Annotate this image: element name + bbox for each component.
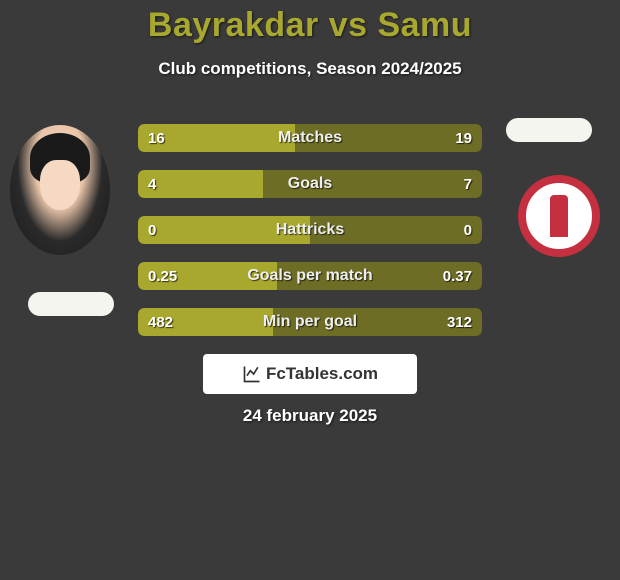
- stat-value-right: 312: [447, 308, 472, 336]
- page-title: Bayrakdar vs Samu: [0, 0, 620, 45]
- player-left-form-pill: [28, 292, 114, 316]
- player-right-form-pill: [506, 118, 592, 142]
- fctables-logo: FcTables.com: [203, 354, 417, 394]
- stat-value-left: 4: [148, 170, 156, 198]
- stats-chart: Matches16 19 Goals4 7 Hattricks0 0 Goals per m…: [138, 124, 482, 354]
- stat-value-right: 0: [464, 216, 472, 244]
- stat-row: Matches16 19: [138, 124, 482, 152]
- stat-value-right: 19: [455, 124, 472, 152]
- stat-value-left: 482: [148, 308, 173, 336]
- stat-row: Goals per match0.25 0.37: [138, 262, 482, 290]
- stat-value-right: 7: [464, 170, 472, 198]
- stat-row: Hattricks0 0: [138, 216, 482, 244]
- stat-value-left: 0.25: [148, 262, 177, 290]
- stat-row: Goals4 7: [138, 170, 482, 198]
- date-text: 24 february 2025: [0, 406, 620, 426]
- player-left-avatar: [10, 125, 110, 255]
- fctables-text: FcTables.com: [266, 364, 378, 384]
- stat-value-right: 0.37: [443, 262, 472, 290]
- chart-icon: [242, 364, 262, 384]
- stat-row: Min per goal482 312: [138, 308, 482, 336]
- stat-label: Goals per match: [138, 262, 482, 290]
- stat-label: Goals: [138, 170, 482, 198]
- stat-label: Hattricks: [138, 216, 482, 244]
- stat-label: Min per goal: [138, 308, 482, 336]
- subtitle-text: Club competitions, Season 2024/2025: [0, 59, 620, 79]
- stat-label: Matches: [138, 124, 482, 152]
- stat-value-left: 16: [148, 124, 165, 152]
- player-right-club-badge: [518, 175, 600, 257]
- stat-value-left: 0: [148, 216, 156, 244]
